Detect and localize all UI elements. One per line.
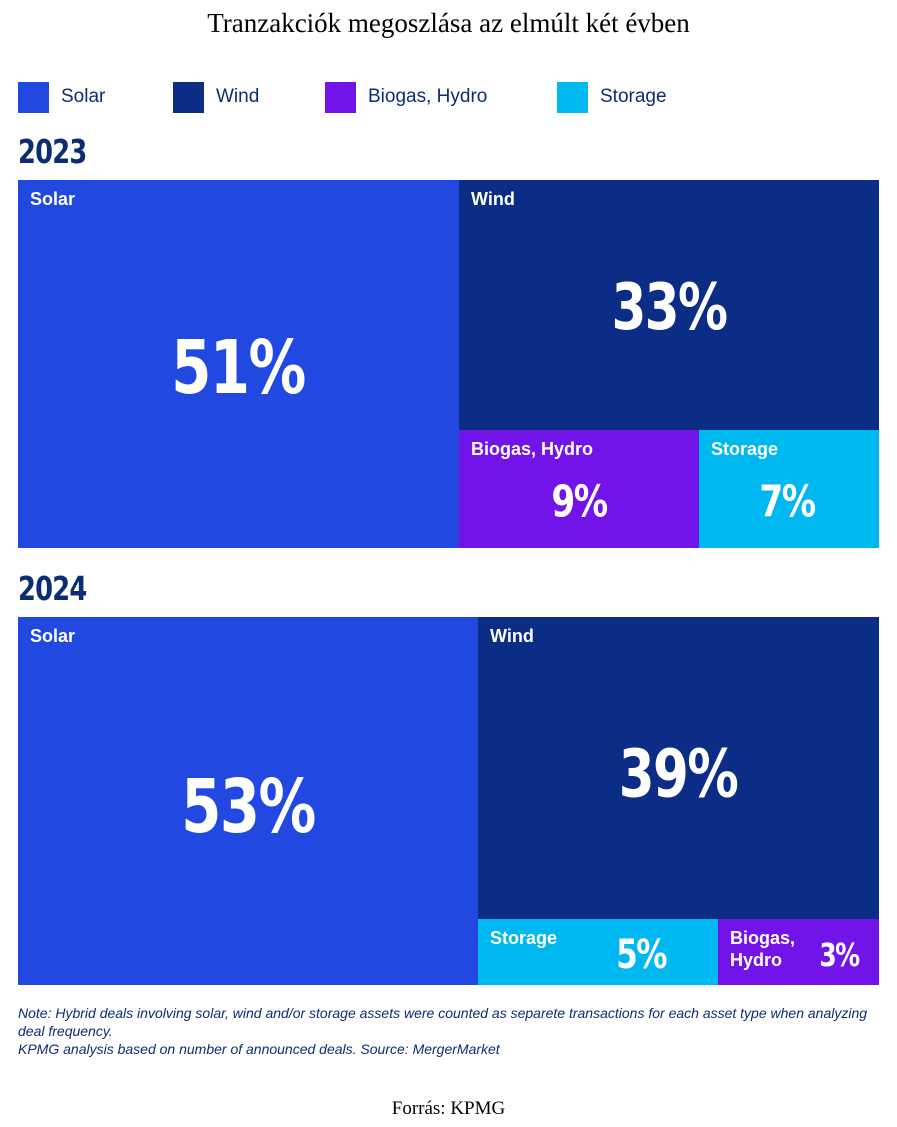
- legend-label-biogas-hydro: Biogas, Hydro: [368, 86, 488, 107]
- treemap-cell-biogas-hydro: Biogas, Hydro 9%: [459, 430, 699, 548]
- cell-value-storage: 7%: [759, 476, 816, 528]
- cell-label-storage: Storage: [711, 439, 779, 459]
- cell-label-biogas-hydro: Biogas, Hydro: [471, 439, 594, 459]
- chart-title: Tranzakciók megoszlása az elmúlt két évb…: [207, 8, 690, 38]
- cell-label-wind: Wind: [490, 626, 534, 646]
- cell-value-solar: 53%: [181, 764, 316, 850]
- cell-label-biogas-hydro: Biogas, Hydro: [730, 928, 796, 970]
- treemap-cell-wind: Wind 33%: [459, 180, 879, 430]
- legend-label-storage: Storage: [600, 86, 667, 107]
- cell-value-biogas-hydro: 9%: [551, 476, 608, 528]
- legend-swatch-biogas-hydro: [325, 82, 356, 113]
- legend-label-wind: Wind: [216, 86, 260, 107]
- source-credit: Forrás: KPMG: [391, 1098, 506, 1119]
- treemap-cell-storage: Storage 5%: [478, 919, 718, 985]
- cell-value-wind: 39%: [618, 735, 739, 813]
- treemap-cell-storage: Storage 7%: [699, 430, 879, 548]
- cell-value-biogas-hydro: 3%: [819, 936, 860, 974]
- legend-label-solar: Solar: [61, 86, 106, 107]
- year-heading-2023: 2023: [18, 132, 87, 171]
- legend-swatch-storage: [557, 82, 588, 113]
- cell-value-storage: 5%: [616, 932, 667, 978]
- cell-label-solar: Solar: [30, 189, 76, 209]
- treemap-cell-solar: Solar 51%: [18, 180, 459, 548]
- note-line-2: KPMG analysis based on number of announc…: [18, 1041, 500, 1057]
- treemap-2024: Solar 53% Wind 39% Storage 5% Biogas, Hydro 3%: [18, 617, 879, 985]
- legend-swatch-solar: [18, 82, 49, 113]
- cell-value-wind: 33%: [611, 271, 728, 345]
- treemap-cell-solar: Solar 53%: [18, 617, 478, 985]
- cell-label-storage: Storage: [490, 928, 558, 948]
- cell-label-wind: Wind: [471, 189, 515, 209]
- treemap-cell-biogas-hydro: Biogas, Hydro 3%: [718, 919, 879, 985]
- cell-value-solar: 51%: [171, 325, 306, 411]
- cell-label-solar: Solar: [30, 626, 76, 646]
- chart-note: Note: Hybrid deals involving solar, wind…: [18, 1004, 888, 1058]
- year-heading-2024: 2024: [18, 569, 87, 608]
- legend-swatch-wind: [173, 82, 204, 113]
- treemap-2023: Solar 51% Wind 33% Biogas, Hydro 9% Storage 7%: [18, 180, 879, 548]
- treemap-cell-wind: Wind 39%: [478, 617, 879, 919]
- note-line-1: Note: Hybrid deals involving solar, wind…: [18, 1005, 868, 1039]
